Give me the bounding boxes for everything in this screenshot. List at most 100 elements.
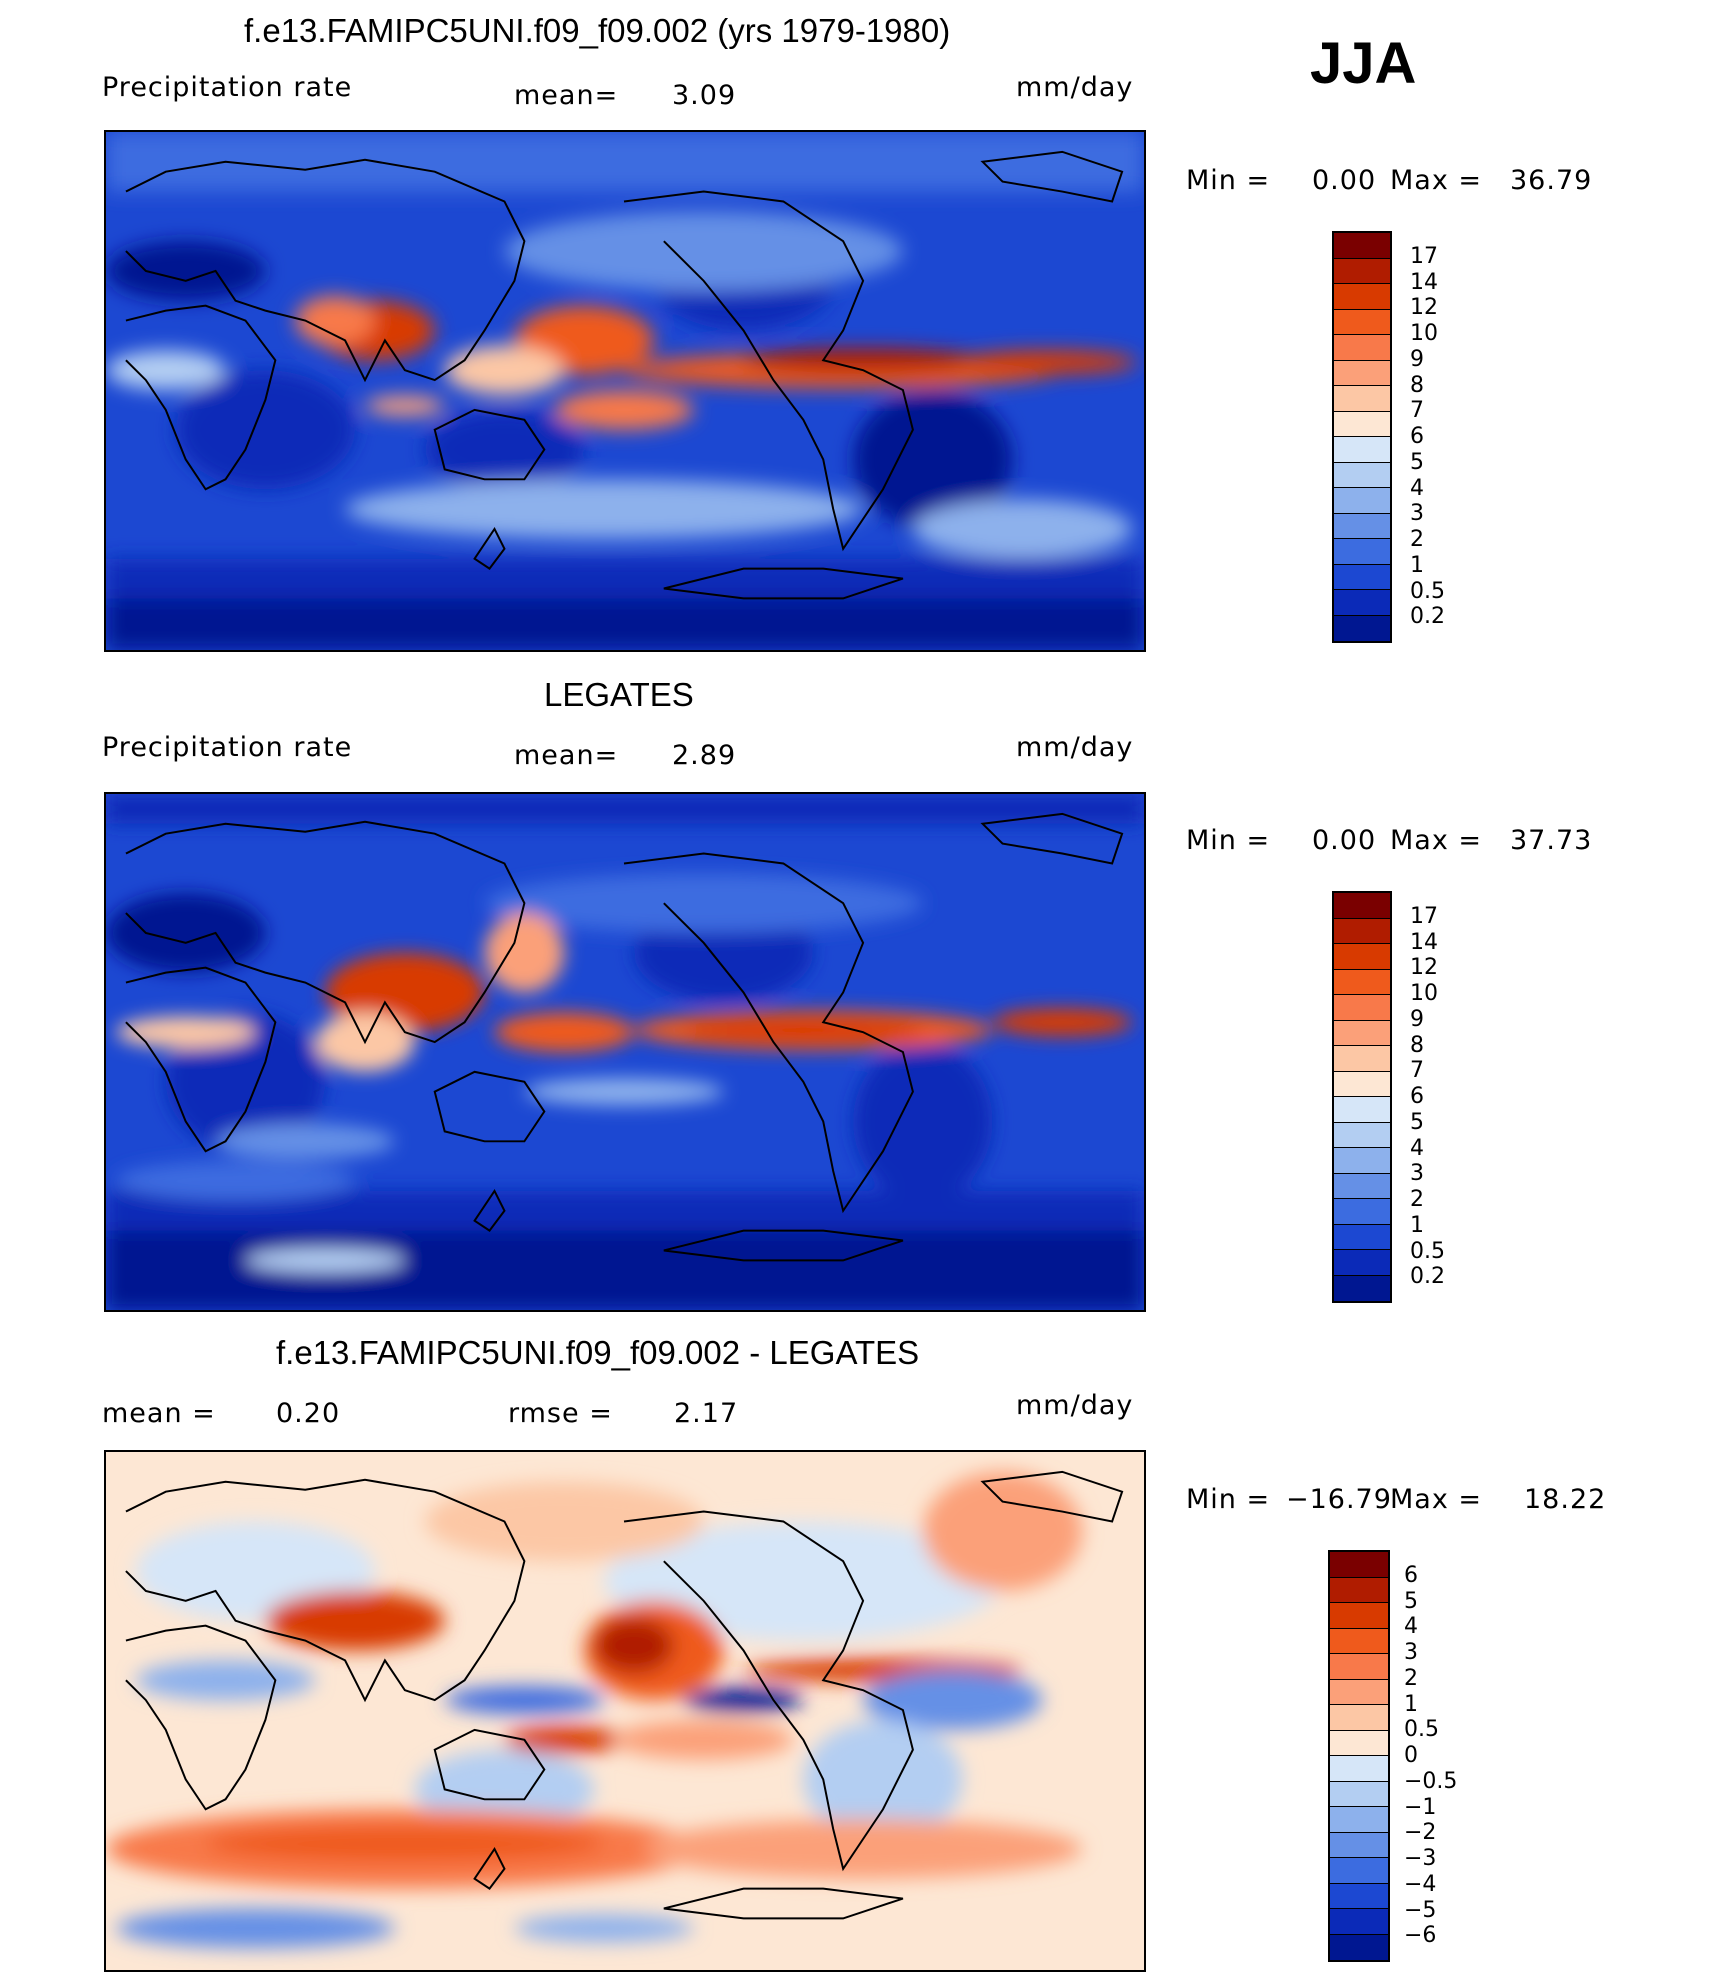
- min-value-model: 0.00: [1312, 165, 1377, 196]
- colorbar-obs: [1332, 891, 1392, 1303]
- colorbar-tick-label: 0.5: [1410, 1238, 1445, 1264]
- colorbar-tick-label: 6: [1404, 1562, 1418, 1588]
- colorbar-tick-label: 12: [1410, 295, 1438, 321]
- colorbar-tick-label: 4: [1410, 475, 1424, 501]
- colorbar-segment: [1334, 1199, 1390, 1225]
- colorbar-tick-label: 17: [1410, 243, 1438, 269]
- colorbar-tick-label: 17: [1410, 903, 1438, 929]
- colorbar-tick-label: −4: [1404, 1871, 1437, 1897]
- colorbar-segment: [1334, 1250, 1390, 1276]
- colorbar-segment: [1334, 590, 1390, 616]
- colorbar-tick-label: 4: [1410, 1135, 1424, 1161]
- colorbar-tick-label: 5: [1410, 449, 1424, 475]
- colorbar-tick-label: 0.2: [1410, 604, 1445, 630]
- colorbar-segment: [1334, 335, 1390, 361]
- min-label-model: Min =: [1186, 165, 1271, 196]
- colorbar-tick-label: 10: [1410, 321, 1438, 346]
- colorbar-model: [1332, 231, 1392, 643]
- colorbar-tick-label: 9: [1410, 346, 1424, 372]
- colorbar-segment: [1334, 258, 1390, 284]
- colorbar-segment: [1330, 1679, 1388, 1705]
- max-value-diff: 18.22: [1524, 1484, 1607, 1515]
- colorbar-segment: [1334, 386, 1390, 412]
- colorbar-tick-label: 0.5: [1404, 1717, 1439, 1743]
- min-label-obs: Min =: [1186, 825, 1271, 856]
- colorbar-segment: [1330, 1730, 1388, 1756]
- colorbar-segment: [1330, 1654, 1388, 1680]
- colorbar-segment: [1334, 615, 1390, 641]
- diff-rmse-label: rmse =: [508, 1398, 613, 1429]
- colorbar-tick-label: −5: [1404, 1897, 1437, 1923]
- colorbar-tick-label: 3: [1410, 1161, 1424, 1187]
- panel-units: mm/day: [1016, 72, 1134, 103]
- colorbar-segment: [1334, 564, 1390, 590]
- colorbar-segment: [1334, 1020, 1390, 1046]
- colorbar-tick-label: 0.5: [1410, 578, 1445, 604]
- panel-mean-value: 3.09: [672, 80, 737, 111]
- min-value-diff: −16.79: [1286, 1484, 1392, 1515]
- colorbar-tick-label: 5: [1404, 1588, 1418, 1614]
- colorbar-segment: [1330, 1909, 1388, 1935]
- colorbar-tick-label: 10: [1410, 981, 1438, 1006]
- colorbar-tick-label: 8: [1410, 372, 1424, 398]
- colorbar-segment: [1334, 1046, 1390, 1072]
- colorbar-tick-label: 1: [1410, 1212, 1424, 1238]
- precip-map-obs: [104, 792, 1146, 1312]
- colorbar-segment: [1330, 1577, 1388, 1603]
- colorbar-tick-label: 6: [1410, 1084, 1424, 1109]
- colorbar-ticks-obs: 17 14 12 10 9 8 7 6 5 4 3 2 1 0.5 0.2: [1410, 891, 1510, 1303]
- colorbar-segment: [1330, 1756, 1388, 1782]
- colorbar-segment: [1334, 462, 1390, 488]
- colorbar-tick-label: 2: [1404, 1665, 1418, 1691]
- max-label-obs: Max =: [1390, 825, 1483, 856]
- colorbar-segment: [1330, 1858, 1388, 1884]
- colorbar-ticks-diff: 6 5 4 3 2 1 0.5 0 −0.5 −1 −2 −3 −4 −5 −6: [1404, 1550, 1514, 1962]
- colorbar-tick-label: 2: [1410, 1187, 1424, 1212]
- colorbar-segment: [1334, 437, 1390, 463]
- colorbar-segment: [1334, 995, 1390, 1021]
- colorbar-tick-label: −1: [1404, 1794, 1437, 1820]
- colorbar-tick-label: 1: [1404, 1691, 1418, 1717]
- panel-mean-value: 2.89: [672, 740, 737, 771]
- max-label-model: Max =: [1390, 165, 1483, 196]
- colorbar-segment: [1334, 969, 1390, 995]
- colorbar-segment: [1334, 1224, 1390, 1250]
- colorbar-segment: [1334, 893, 1390, 919]
- colorbar-tick-label: −2: [1404, 1820, 1437, 1846]
- colorbar-segment: [1334, 1071, 1390, 1097]
- colorbar-segment: [1330, 1603, 1388, 1629]
- colorbar-segment: [1330, 1628, 1388, 1654]
- colorbar-segment: [1334, 1173, 1390, 1199]
- diff-mean-label: mean =: [102, 1398, 216, 1429]
- diff-rmse-value: 2.17: [674, 1398, 739, 1429]
- colorbar-tick-label: 14: [1410, 929, 1438, 955]
- colorbar-ticks-model: 17 14 12 10 9 8 7 6 5 4 3 2 1 0.5 0.2: [1410, 231, 1510, 643]
- diff-mean-value: 0.20: [276, 1398, 341, 1429]
- colorbar-segment: [1330, 1552, 1388, 1578]
- colorbar-tick-label: 0: [1404, 1743, 1418, 1768]
- colorbar-tick-label: 0.2: [1410, 1264, 1445, 1290]
- colorbar-segment: [1330, 1934, 1388, 1960]
- panel-units: mm/day: [1016, 732, 1134, 763]
- colorbar-segment: [1334, 539, 1390, 565]
- colorbar-tick-label: 3: [1410, 501, 1424, 527]
- precip-map-model: [104, 130, 1146, 652]
- max-value-model: 36.79: [1510, 165, 1593, 196]
- colorbar-tick-label: 1: [1410, 552, 1424, 578]
- max-label-diff: Max =: [1390, 1484, 1483, 1515]
- colorbar-tick-label: 9: [1410, 1006, 1424, 1032]
- panel-mean-label: mean=: [514, 740, 619, 771]
- colorbar-tick-label: −0.5: [1404, 1768, 1458, 1794]
- panel-title-diff: f.e13.FAMIPC5UNI.f09_f09.002 - LEGATES: [276, 1334, 920, 1371]
- min-label-diff: Min =: [1186, 1484, 1271, 1515]
- colorbar-segment: [1334, 360, 1390, 386]
- colorbar-tick-label: 3: [1404, 1640, 1418, 1665]
- colorbar-segment: [1330, 1883, 1388, 1909]
- colorbar-diff: [1328, 1550, 1390, 1962]
- panel-mean-label: mean=: [514, 80, 619, 111]
- colorbar-tick-label: 14: [1410, 269, 1438, 295]
- colorbar-segment: [1334, 1097, 1390, 1123]
- colorbar-tick-label: 8: [1410, 1032, 1424, 1058]
- colorbar-segment: [1330, 1807, 1388, 1833]
- panel-variable-label: Precipitation rate: [102, 732, 353, 763]
